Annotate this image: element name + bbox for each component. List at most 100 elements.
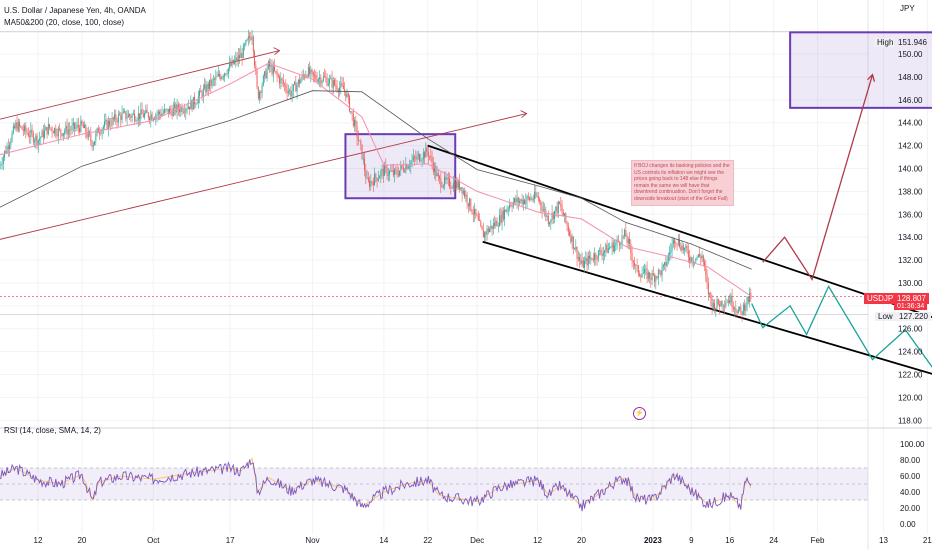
- candle-body: [172, 107, 174, 117]
- rsi-legend[interactable]: RSI (14, close, SMA, 14, 2): [4, 426, 101, 435]
- projection-up-arrowhead: [867, 73, 876, 82]
- candle-body: [452, 182, 454, 189]
- candle-body: [189, 106, 191, 110]
- time-axis[interactable]: 1220Oct17Nov1422Dec1220202391624Feb1321M…: [34, 536, 932, 545]
- candle-body: [239, 55, 241, 59]
- candle-body: [267, 61, 269, 69]
- candle-body: [324, 76, 326, 78]
- candle-body: [275, 70, 277, 72]
- candle-body: [224, 73, 226, 77]
- candle-body: [365, 170, 367, 179]
- time-tick-label: 22: [423, 536, 432, 545]
- candle-countdown: 01:36:34: [894, 303, 928, 310]
- candle-body: [202, 88, 204, 98]
- candle-body: [379, 176, 381, 179]
- candle-body: [254, 52, 256, 66]
- candle-body: [334, 80, 336, 85]
- candle-body: [542, 209, 544, 211]
- indicator-legend[interactable]: MA50&200 (20, close, 100, close): [4, 18, 125, 27]
- candle-body: [494, 223, 496, 226]
- candle-body: [277, 75, 279, 77]
- candle-body: [167, 108, 169, 115]
- candle-body: [697, 254, 699, 258]
- candle-body: [445, 176, 447, 180]
- candle-body: [381, 168, 383, 172]
- candle-body: [150, 114, 152, 120]
- candle-body: [44, 130, 46, 138]
- candle-body: [509, 204, 511, 209]
- candle-body: [747, 296, 749, 302]
- candle-body: [104, 121, 106, 127]
- candle-body: [686, 246, 688, 251]
- candle-body: [512, 202, 514, 207]
- candle-body: [221, 76, 223, 79]
- candle-body: [177, 104, 179, 110]
- candle-body: [236, 57, 238, 62]
- candle-body: [425, 147, 427, 158]
- candle-body: [700, 256, 702, 259]
- candle-body: [296, 84, 298, 92]
- candle-body: [87, 131, 89, 138]
- candle-body: [101, 129, 103, 134]
- trend-arrowhead: [520, 110, 528, 118]
- candle-body: [359, 140, 361, 142]
- price-tick-label: 118.00: [898, 416, 922, 425]
- candle-body: [676, 243, 678, 245]
- candle-body: [106, 119, 108, 129]
- candle-body: [735, 308, 737, 312]
- candle-body: [35, 135, 37, 141]
- lightning-icon[interactable]: ⚡: [633, 407, 646, 420]
- candle-body: [345, 90, 347, 98]
- candle-body: [541, 206, 543, 211]
- candle-body: [7, 146, 9, 149]
- candle-body: [336, 86, 338, 91]
- candle-body: [605, 244, 607, 251]
- candle-body: [695, 258, 697, 262]
- candle-body: [290, 90, 292, 97]
- candle-body: [659, 270, 661, 271]
- candle-body: [521, 199, 523, 205]
- candle-body: [237, 55, 239, 62]
- candle-body: [32, 133, 34, 143]
- candle-body: [487, 228, 489, 233]
- candle-body: [115, 114, 117, 121]
- candle-body: [205, 84, 207, 93]
- candle-body: [234, 60, 236, 64]
- candle-body: [232, 59, 234, 64]
- candle-body: [30, 129, 32, 137]
- candle-body: [20, 126, 22, 127]
- candle-body: [375, 173, 377, 178]
- candle-body: [90, 134, 92, 142]
- candle-body: [496, 220, 498, 227]
- candle-body: [465, 194, 467, 197]
- candle-body: [595, 253, 597, 259]
- candle-body: [522, 199, 524, 205]
- candle-body: [257, 87, 259, 99]
- candle-body: [385, 165, 387, 168]
- candle-body: [534, 192, 536, 200]
- candle-body: [556, 206, 558, 213]
- candle-body: [186, 108, 188, 110]
- candle-body: [316, 79, 318, 82]
- candle-body: [614, 245, 616, 252]
- candle-body: [745, 305, 747, 311]
- candle-body: [266, 68, 268, 79]
- candle-body: [85, 125, 87, 134]
- candle-body: [662, 264, 664, 268]
- candle-body: [639, 273, 641, 276]
- candle-body: [530, 198, 532, 200]
- candle-body: [584, 260, 586, 268]
- candle-body: [456, 181, 458, 188]
- candle-body: [660, 270, 662, 276]
- projection-paths[interactable]: [751, 73, 932, 411]
- trend-lines[interactable]: [0, 47, 932, 376]
- candle-body: [61, 133, 63, 137]
- candle-body: [606, 244, 608, 253]
- candle-body: [139, 113, 141, 119]
- candle-body: [72, 122, 74, 126]
- annotation-note[interactable]: If BOJ changes its banking policies and …: [631, 160, 734, 206]
- candle-body: [209, 79, 211, 89]
- candle-body: [576, 246, 578, 259]
- candle-body: [249, 36, 251, 38]
